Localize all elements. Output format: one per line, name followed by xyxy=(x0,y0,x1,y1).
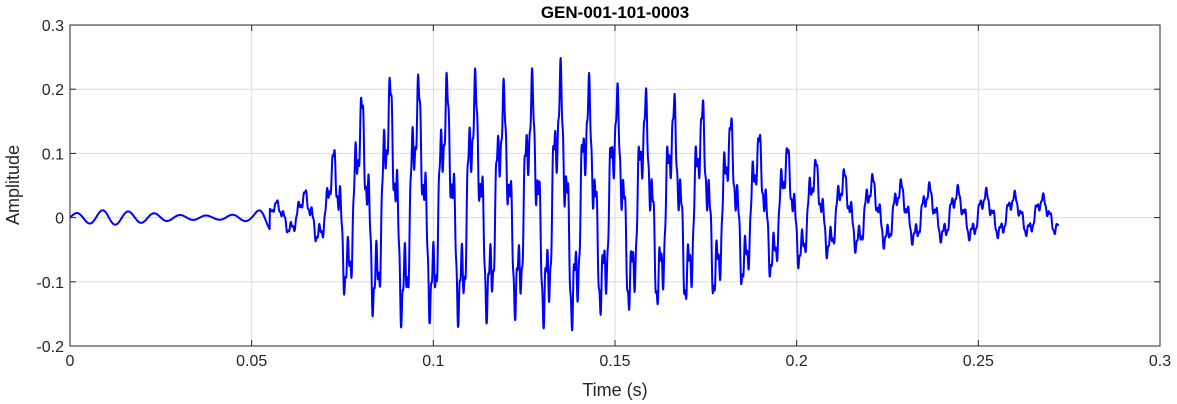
x-tick-label: 0.2 xyxy=(786,353,808,370)
axis-ticks xyxy=(69,24,1161,347)
series-group xyxy=(69,56,1060,332)
x-tick-label: 0.05 xyxy=(236,353,267,370)
x-tick-label: 0.3 xyxy=(1149,353,1171,370)
y-tick-labels: -0.2 -0.1 0 0.1 0.2 0.3 xyxy=(36,18,64,356)
x-tick-label: 0.1 xyxy=(422,353,444,370)
x-axis-title: Time (s) xyxy=(582,380,647,400)
x-tick-label: 0.15 xyxy=(599,353,630,370)
series-line xyxy=(69,56,1060,332)
x-tick-labels: 0 0.05 0.1 0.15 0.2 0.25 0.3 xyxy=(66,353,1172,370)
y-tick-label: 0.1 xyxy=(42,146,64,163)
x-tick-label: 0 xyxy=(66,353,75,370)
x-tick-label: 0.25 xyxy=(963,353,994,370)
y-axis-title: Amplitude xyxy=(3,145,23,225)
y-tick-label: 0.2 xyxy=(42,82,64,99)
chart-title: GEN-001-101-0003 xyxy=(541,3,689,22)
y-tick-label: 0 xyxy=(55,211,64,228)
y-tick-label: -0.1 xyxy=(36,275,64,292)
y-tick-label: -0.2 xyxy=(36,339,64,356)
y-tick-label: 0.3 xyxy=(42,18,64,35)
